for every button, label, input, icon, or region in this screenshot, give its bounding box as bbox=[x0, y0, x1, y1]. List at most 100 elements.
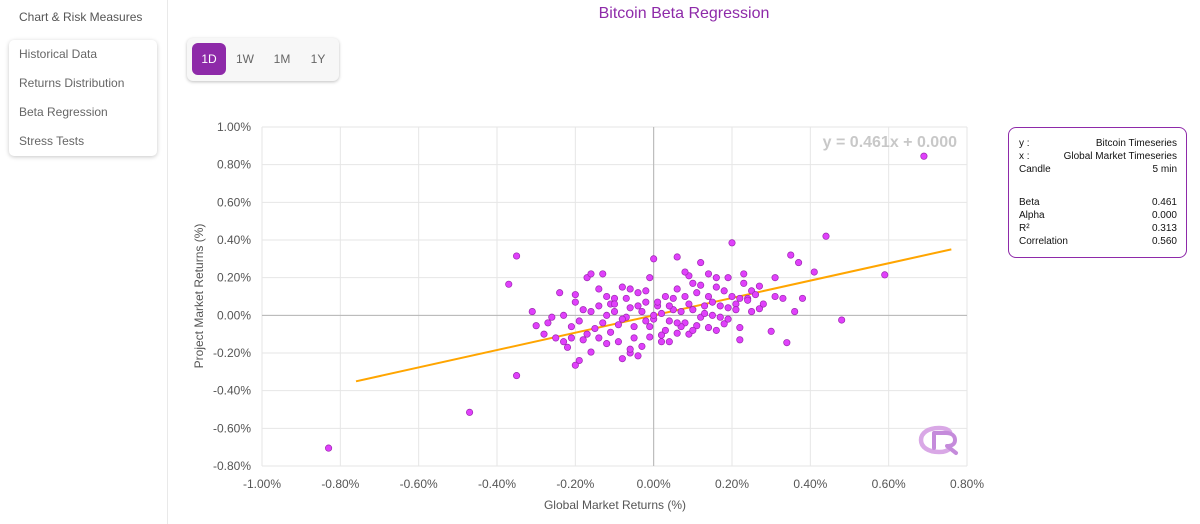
info-alpha-label: Alpha bbox=[1019, 210, 1045, 221]
data-point bbox=[587, 348, 595, 356]
data-point bbox=[567, 323, 575, 331]
sidebar-item-beta-regression[interactable]: Beta Regression bbox=[19, 105, 108, 119]
data-point bbox=[563, 343, 572, 351]
y-tick-label: 1.00% bbox=[217, 120, 251, 134]
data-point bbox=[838, 316, 846, 324]
y-tick-label: -0.20% bbox=[213, 346, 251, 360]
data-point bbox=[638, 342, 646, 350]
period-selector: 1D 1W 1M 1Y bbox=[187, 38, 339, 81]
period-button-1d[interactable]: 1D bbox=[192, 43, 226, 75]
y-tick-label: 0.60% bbox=[217, 195, 251, 209]
data-point bbox=[540, 330, 548, 338]
data-point bbox=[728, 239, 736, 247]
data-point bbox=[673, 285, 681, 293]
data-point bbox=[704, 292, 713, 301]
info-x-value: Global Market Timeseries bbox=[1063, 151, 1177, 162]
info-alpha-value: 0.000 bbox=[1151, 210, 1177, 221]
info-row-x: x : Global Market Timeseries bbox=[1019, 150, 1177, 163]
data-point bbox=[626, 285, 634, 293]
data-point bbox=[548, 313, 556, 321]
data-point bbox=[673, 253, 681, 261]
data-point bbox=[693, 289, 701, 297]
sidebar-item-stress-tests[interactable]: Stress Tests bbox=[19, 134, 85, 148]
data-point bbox=[579, 336, 587, 344]
data-point bbox=[630, 334, 638, 342]
info-row-candle: Candle 5 min bbox=[1019, 163, 1177, 176]
data-point bbox=[614, 338, 622, 346]
sidebar-item-returns-distribution[interactable]: Returns Distribution bbox=[19, 76, 125, 90]
chart-title: Bitcoin Beta Regression bbox=[598, 5, 770, 22]
data-point bbox=[697, 281, 705, 289]
data-point bbox=[626, 345, 634, 353]
data-point bbox=[544, 319, 552, 327]
data-points bbox=[325, 152, 928, 452]
data-point bbox=[657, 338, 666, 346]
data-point bbox=[751, 291, 760, 299]
data-point bbox=[642, 287, 650, 295]
data-point bbox=[740, 270, 748, 278]
data-point bbox=[650, 311, 658, 319]
x-tick-label: -0.60% bbox=[400, 477, 438, 491]
info-r2-label: R² bbox=[1019, 223, 1030, 234]
data-point bbox=[704, 324, 713, 332]
x-tick-label: 0.60% bbox=[872, 477, 906, 491]
data-point bbox=[701, 309, 709, 318]
sidebar: Chart & Risk Measures Historical Data Re… bbox=[0, 0, 168, 524]
info-x-label: x : bbox=[1019, 151, 1030, 162]
data-point bbox=[724, 274, 732, 282]
info-corr-label: Correlation bbox=[1019, 236, 1068, 247]
y-tick-label: 0.20% bbox=[217, 271, 251, 285]
data-point bbox=[575, 356, 583, 365]
data-point bbox=[810, 268, 818, 276]
data-point bbox=[638, 308, 646, 316]
data-point bbox=[646, 274, 654, 282]
sidebar-item-historical-data[interactable]: Historical Data bbox=[19, 47, 98, 61]
data-point bbox=[560, 311, 568, 319]
data-point bbox=[571, 291, 579, 299]
data-point bbox=[693, 322, 701, 330]
data-point bbox=[771, 292, 779, 301]
data-point bbox=[618, 315, 626, 323]
data-point bbox=[560, 338, 568, 346]
data-point bbox=[689, 306, 697, 314]
data-point bbox=[591, 324, 599, 333]
data-point bbox=[603, 292, 611, 301]
data-point bbox=[634, 302, 642, 310]
data-point bbox=[736, 324, 744, 332]
x-tick-label: -0.40% bbox=[478, 477, 516, 491]
data-point bbox=[795, 259, 803, 267]
data-point bbox=[634, 352, 642, 360]
data-point bbox=[583, 330, 591, 338]
period-button-1y[interactable]: 1Y bbox=[310, 52, 326, 66]
regression-info-panel: y : Bitcoin Timeseries x : Global Market T… bbox=[1008, 127, 1187, 258]
data-point bbox=[669, 294, 677, 302]
data-point bbox=[791, 308, 799, 316]
data-point bbox=[881, 271, 889, 279]
data-point bbox=[724, 315, 732, 323]
info-row-alpha: Alpha 0.000 bbox=[1019, 209, 1177, 222]
data-point bbox=[748, 308, 756, 316]
data-point bbox=[920, 152, 928, 160]
data-point bbox=[732, 306, 740, 314]
data-point bbox=[466, 408, 474, 416]
data-point bbox=[787, 251, 795, 259]
data-point bbox=[767, 327, 775, 335]
period-button-1w[interactable]: 1W bbox=[236, 52, 254, 66]
data-point bbox=[634, 289, 642, 297]
x-tick-label: 0.00% bbox=[637, 477, 671, 491]
y-tick-label: -0.60% bbox=[213, 421, 251, 435]
data-point bbox=[689, 326, 697, 334]
data-point bbox=[755, 282, 763, 290]
regression-equation: y = 0.461x + 0.000 bbox=[823, 134, 957, 151]
data-point bbox=[665, 302, 673, 310]
period-button-1m[interactable]: 1M bbox=[273, 52, 291, 66]
y-tick-label: 0.40% bbox=[217, 233, 251, 247]
data-point bbox=[689, 279, 697, 287]
chart-axes bbox=[262, 127, 967, 466]
data-point bbox=[681, 268, 689, 276]
data-point bbox=[661, 326, 669, 334]
data-point bbox=[575, 317, 583, 325]
y-axis-title: Project Market Returns (%) bbox=[192, 224, 206, 369]
data-point bbox=[513, 252, 521, 260]
data-point bbox=[697, 259, 705, 267]
